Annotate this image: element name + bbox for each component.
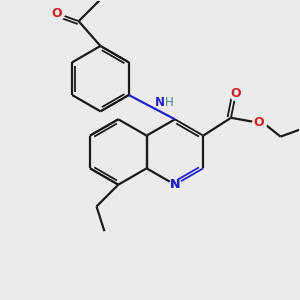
Text: H: H xyxy=(165,96,174,109)
Text: N: N xyxy=(170,178,180,191)
Text: N: N xyxy=(155,96,165,109)
Text: O: O xyxy=(52,7,62,20)
Text: O: O xyxy=(231,86,241,100)
Text: O: O xyxy=(254,116,264,129)
Text: N: N xyxy=(170,178,180,191)
